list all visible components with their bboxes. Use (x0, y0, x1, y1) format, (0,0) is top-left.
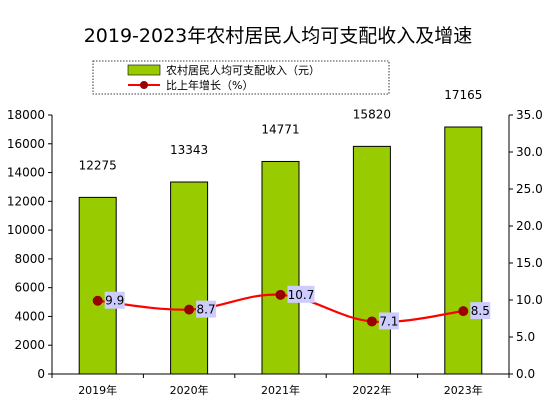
growth-point (458, 306, 469, 317)
left-tick-label: 8000 (14, 252, 45, 266)
growth-value-label: 10.7 (288, 288, 315, 302)
right-tick-label: 15.0 (516, 256, 543, 270)
legend-bar-swatch (127, 64, 161, 76)
x-tick-label: 2021年 (261, 383, 300, 397)
growth-label-bg (470, 302, 491, 320)
bar (261, 160, 300, 375)
bar (78, 196, 117, 375)
right-tick-label: 35.0 (516, 108, 543, 122)
legend-line-label: 比上年增长（%） (166, 78, 253, 92)
left-tick-label: 4000 (14, 309, 45, 323)
growth-label-bg (378, 312, 399, 330)
x-tick-label: 2020年 (170, 383, 209, 397)
growth-value-label: 9.9 (105, 294, 124, 308)
left-tick-label: 0 (37, 367, 45, 381)
left-tick-label: 6000 (14, 281, 45, 295)
left-tick-label: 16000 (7, 137, 45, 151)
x-tick-label: 2019年 (78, 383, 117, 397)
bar-value-label: 14771 (261, 122, 299, 136)
growth-label-bg (287, 285, 315, 303)
left-tick-label: 10000 (7, 223, 45, 237)
left-tick-label: 2000 (14, 338, 45, 352)
growth-value-label: 8.7 (197, 303, 216, 317)
left-tick-label: 14000 (7, 166, 45, 180)
bar (170, 181, 209, 375)
chart-title: 2019-2023年农村居民人均可支配收入及增速 (84, 25, 473, 47)
bar-value-label: 17165 (444, 88, 482, 102)
bar-value-label: 13343 (170, 143, 208, 157)
right-tick-label: 30.0 (516, 145, 543, 159)
legend-frame (92, 60, 390, 95)
growth-label-bg (104, 291, 125, 309)
growth-point (92, 295, 103, 306)
bar (352, 145, 391, 375)
x-tick-label: 2023年 (444, 383, 483, 397)
axes: 0 2000 4000 6000 8000 10000 12000 14000 16000 180… (7, 108, 543, 397)
growth-point (366, 316, 377, 327)
bar-value-label: 12275 (79, 158, 117, 172)
right-tick-label: 10.0 (516, 293, 543, 307)
right-tick-label: 5.0 (516, 330, 535, 344)
growth-value-label: 7.1 (379, 314, 398, 328)
bar-value-label: 15820 (353, 107, 391, 121)
x-tick-label: 2022年 (352, 383, 391, 397)
right-tick-label: 0.0 (516, 367, 535, 381)
bar-labels: 12275 13343 14771 15820 17165 (79, 88, 483, 172)
right-tick-label: 25.0 (516, 182, 543, 196)
right-tick-label: 20.0 (516, 219, 543, 233)
left-tick-label: 12000 (7, 194, 45, 208)
growth-point (275, 289, 286, 300)
left-tick-label: 18000 (7, 108, 45, 122)
growth-line: 9.9 8.7 10.7 7.1 8.5 (92, 285, 491, 330)
legend-marker-swatch (140, 81, 148, 89)
bar (444, 126, 483, 375)
legend: 农村居民人均可支配收入（元） 比上年增长（%） (92, 60, 390, 95)
growth-label-bg (196, 300, 217, 318)
growth-value-label: 8.5 (471, 304, 490, 318)
bars (78, 126, 483, 375)
legend-bar-label: 农村居民人均可支配收入（元） (166, 63, 320, 77)
growth-point (184, 304, 195, 315)
